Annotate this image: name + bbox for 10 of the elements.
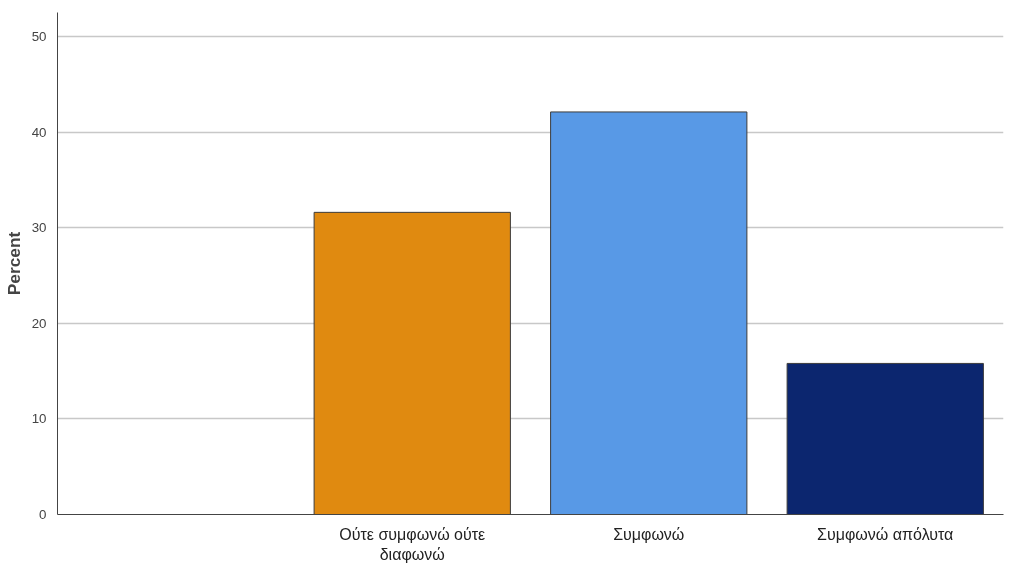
y-tick-label: 10 xyxy=(31,411,47,427)
x-tick-label: Συμφωνώ απόλυτα xyxy=(817,525,954,543)
y-tick-label: 0 xyxy=(39,507,47,522)
y-tick-label: 40 xyxy=(31,124,47,140)
y-axis-title: Percent xyxy=(3,231,24,296)
x-tick-label: Συμφωνώ xyxy=(613,525,685,543)
y-tick-label: 20 xyxy=(31,315,47,331)
y-tick-label: 30 xyxy=(31,220,47,236)
y-tick-label: 50 xyxy=(31,28,47,44)
x-tick-label: Ούτε συμφωνώ ούτε διαφωνώ xyxy=(339,525,486,563)
